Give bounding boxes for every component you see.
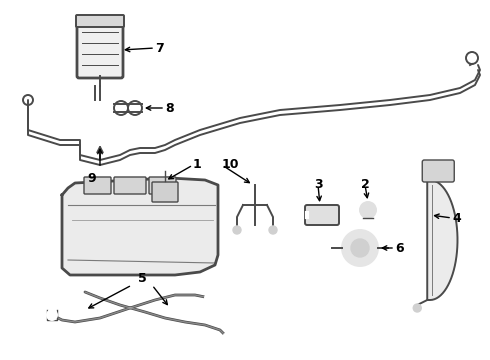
- Circle shape: [269, 226, 277, 234]
- Text: 6: 6: [395, 242, 404, 255]
- FancyBboxPatch shape: [305, 205, 339, 225]
- Circle shape: [47, 310, 57, 320]
- FancyBboxPatch shape: [152, 182, 178, 202]
- Text: 5: 5: [138, 271, 147, 284]
- FancyBboxPatch shape: [422, 160, 454, 182]
- FancyBboxPatch shape: [84, 177, 111, 194]
- Circle shape: [205, 293, 215, 303]
- FancyBboxPatch shape: [114, 177, 146, 194]
- Circle shape: [360, 202, 376, 218]
- FancyBboxPatch shape: [149, 177, 176, 194]
- Polygon shape: [427, 180, 458, 300]
- Text: 3: 3: [314, 179, 322, 192]
- Text: 2: 2: [361, 179, 369, 192]
- Text: 1: 1: [193, 158, 202, 171]
- Text: 10: 10: [222, 158, 240, 171]
- Text: 4: 4: [452, 211, 461, 225]
- FancyBboxPatch shape: [76, 15, 124, 27]
- Text: 9: 9: [88, 171, 97, 184]
- Circle shape: [233, 226, 241, 234]
- Circle shape: [351, 239, 369, 257]
- Text: 7: 7: [155, 41, 164, 54]
- Circle shape: [223, 333, 233, 343]
- Circle shape: [413, 304, 421, 312]
- Circle shape: [342, 230, 378, 266]
- Text: 8: 8: [165, 102, 173, 114]
- Polygon shape: [62, 178, 218, 275]
- FancyBboxPatch shape: [77, 22, 123, 78]
